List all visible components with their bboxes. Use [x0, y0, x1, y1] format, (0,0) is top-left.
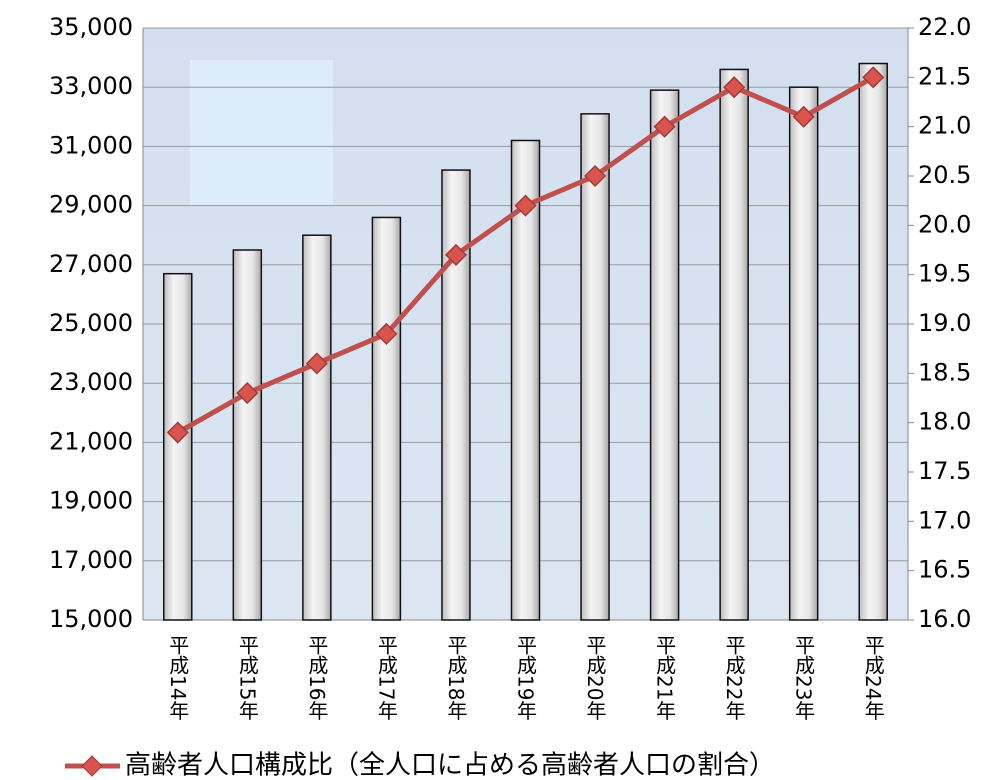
marker	[653, 115, 676, 138]
x-tick-label: 平成22年	[722, 635, 746, 720]
marker	[723, 76, 746, 99]
x-tick-label: 平成14年	[166, 635, 190, 720]
bar	[719, 68, 749, 621]
y-tick-label: 25,000	[49, 309, 133, 337]
bar	[510, 139, 541, 621]
highlight	[190, 60, 333, 205]
y-tick-label: 21,000	[49, 427, 133, 455]
bar	[302, 234, 332, 621]
x-tick-label: 平成23年	[792, 635, 816, 720]
y2-tick-label: 17.5	[918, 457, 971, 485]
y2-tick-label: 21.0	[918, 112, 971, 140]
y2-tick-label: 17.0	[918, 506, 971, 534]
x-tick-label: 平成21年	[653, 635, 677, 720]
x-tick-label: 平成19年	[514, 635, 538, 720]
y2-tick-label: 19.0	[918, 309, 971, 337]
y2-tick-label: 20.5	[918, 161, 971, 189]
x-tick-label: 平成18年	[444, 635, 468, 720]
y-tick-label: 15,000	[49, 605, 133, 633]
x-tick-label: 平成20年	[583, 635, 607, 720]
y-tick-label: 29,000	[49, 191, 133, 219]
y2-tick-label: 16.0	[918, 605, 971, 633]
legend-marker	[81, 755, 103, 777]
y2-tick-label: 20.0	[918, 210, 971, 238]
marker	[862, 66, 885, 89]
marker	[375, 322, 398, 345]
marker	[514, 194, 537, 217]
legend-label: 高齢者人口構成比（全人口に占める高齢者人口の割合）	[125, 751, 775, 780]
marker	[166, 421, 189, 444]
y-tick-label: 33,000	[49, 72, 133, 100]
y2-tick-label: 16.5	[918, 556, 971, 584]
bar	[371, 216, 402, 621]
y-tick-label: 27,000	[49, 250, 133, 278]
bar	[788, 86, 819, 621]
bar	[580, 113, 610, 621]
x-tick-label: 平成16年	[305, 635, 329, 720]
y2-tick-label: 18.0	[918, 408, 971, 436]
marker	[236, 382, 259, 405]
marker	[444, 243, 468, 266]
bar	[649, 89, 680, 621]
y-tick-label: 31,000	[49, 131, 133, 159]
y2-tick-label: 18.5	[918, 358, 971, 386]
bar	[441, 169, 471, 621]
y-tick-label: 17,000	[49, 546, 133, 574]
y-tick-label: 19,000	[49, 487, 133, 515]
marker	[583, 164, 607, 188]
x-tick-label: 平成24年	[861, 635, 885, 720]
y2-tick-label: 19.5	[918, 260, 971, 288]
bar	[163, 272, 193, 621]
x-tick-label: 平成17年	[374, 635, 398, 720]
y-tick-label: 35,000	[49, 13, 133, 41]
y2-tick-label: 22.0	[918, 13, 971, 41]
x-tick-label: 平成15年	[235, 635, 259, 720]
marker	[792, 105, 815, 128]
y2-tick-label: 21.5	[918, 62, 971, 90]
y-tick-label: 23,000	[49, 368, 133, 396]
bar	[232, 249, 263, 621]
bar	[858, 62, 888, 621]
marker	[305, 352, 328, 375]
